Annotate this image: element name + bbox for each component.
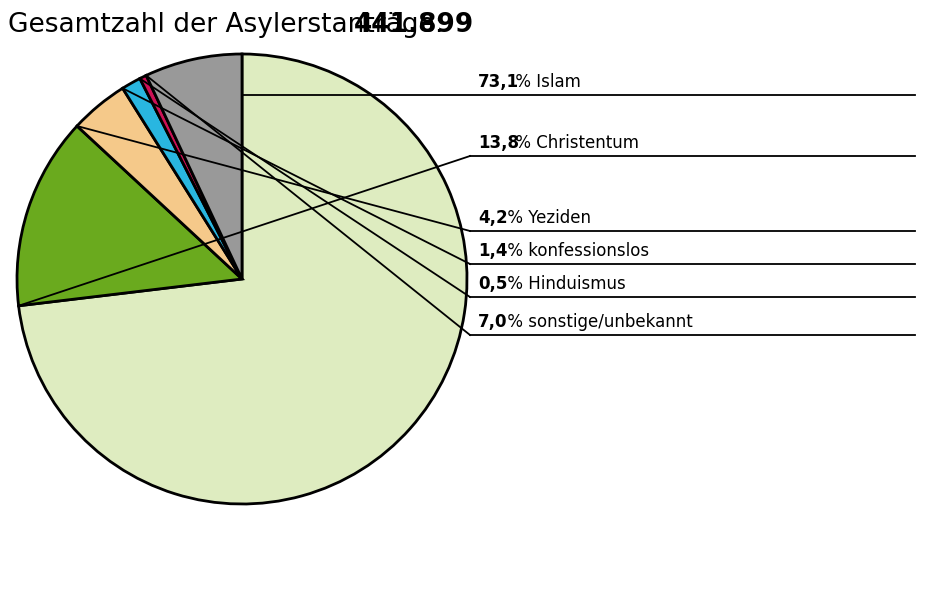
Text: 1,4: 1,4 (478, 242, 508, 260)
Wedge shape (17, 126, 242, 306)
Text: % Hinduismus: % Hinduismus (503, 275, 625, 293)
Wedge shape (140, 76, 242, 279)
Wedge shape (77, 88, 242, 279)
Text: Gesamtzahl der Asylerstanträge:: Gesamtzahl der Asylerstanträge: (8, 12, 452, 38)
Wedge shape (146, 54, 242, 279)
Text: 13,8: 13,8 (478, 134, 519, 152)
Text: % Yeziden: % Yeziden (503, 209, 591, 227)
Text: 7,0: 7,0 (478, 313, 508, 331)
Text: 4,2: 4,2 (478, 209, 508, 227)
Text: % Islam: % Islam (512, 73, 581, 91)
Text: 441.899: 441.899 (353, 12, 474, 38)
Wedge shape (123, 79, 242, 279)
Text: 0,5: 0,5 (478, 275, 508, 293)
Text: % konfessionslos: % konfessionslos (503, 242, 648, 260)
Text: 73,1: 73,1 (478, 73, 519, 91)
Text: % Christentum: % Christentum (512, 134, 639, 152)
Wedge shape (19, 54, 467, 504)
Text: % sonstige/unbekannt: % sonstige/unbekannt (503, 313, 692, 331)
